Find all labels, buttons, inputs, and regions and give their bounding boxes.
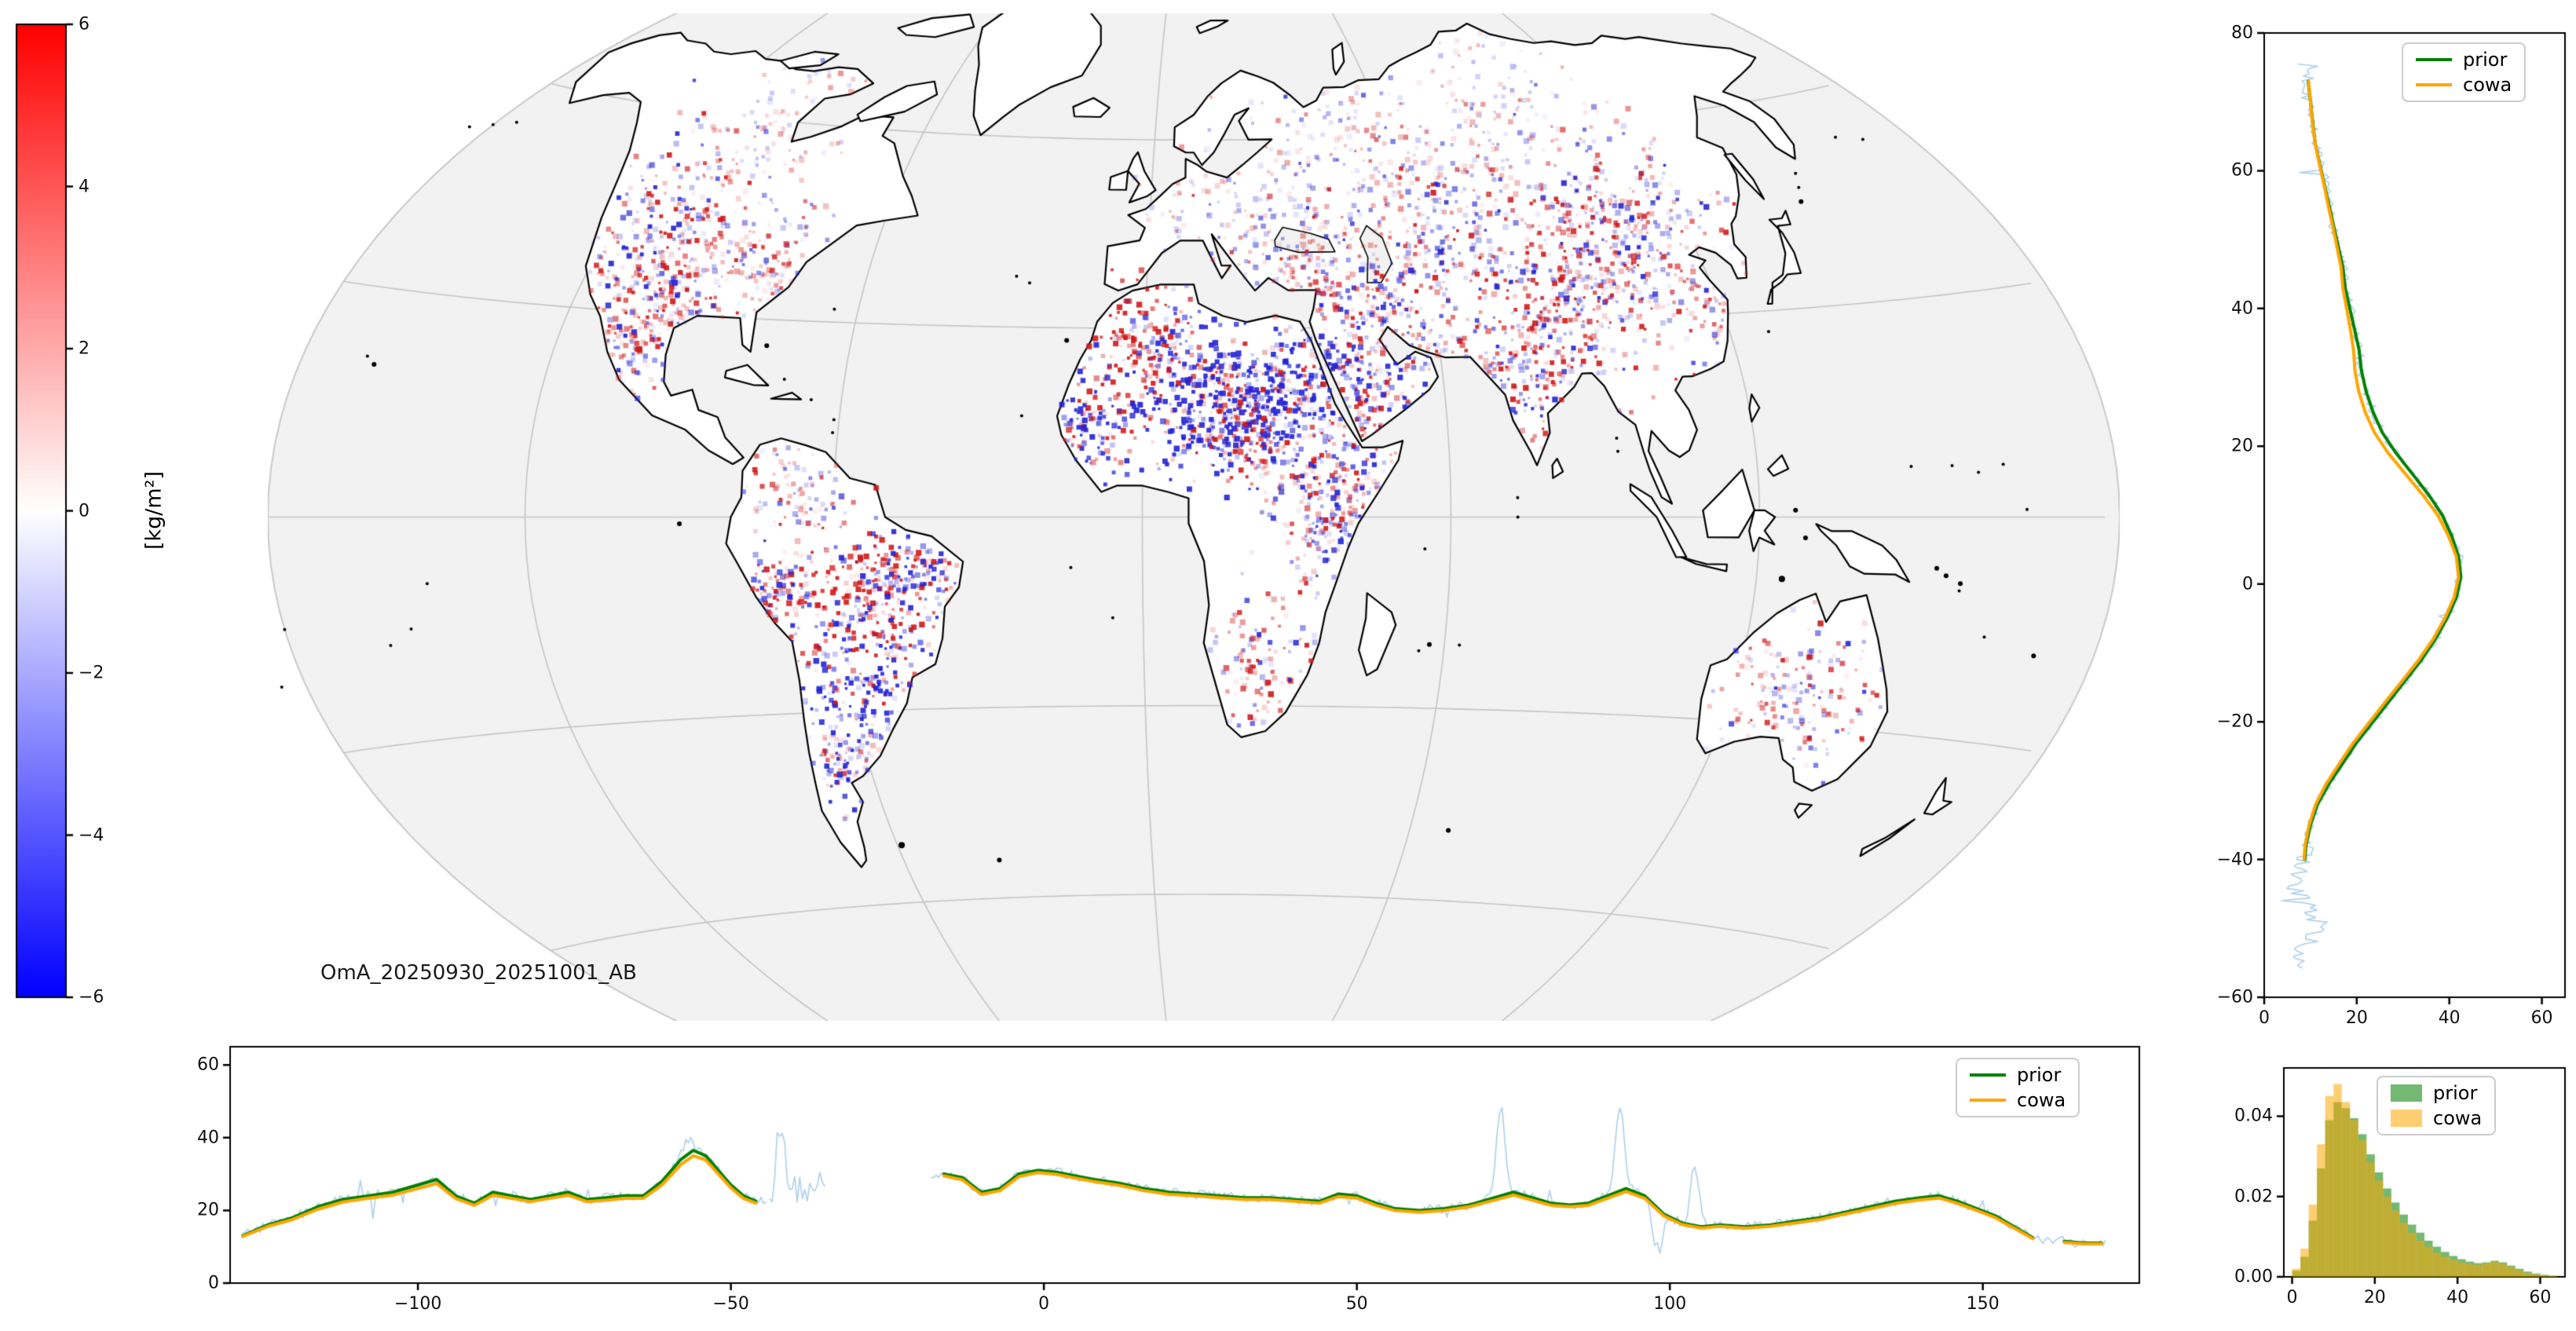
colorbar-label: [kg/m²] [141,470,166,550]
prior-patch-swatch [2391,1084,2422,1102]
cowa-patch-swatch [2391,1110,2422,1127]
cowa-line-swatch [1970,1099,2006,1102]
map-annotation: OmA_20250930_20251001_AB [320,961,637,985]
legend-label-prior: prior [2433,1082,2478,1104]
legend-label-cowa: cowa [2433,1107,2483,1129]
legend-entry-cowa: cowa [2391,1109,2482,1128]
prior-line-swatch [1970,1073,2006,1077]
legend-entry-prior: prior [2391,1084,2482,1102]
legend-label-cowa: cowa [2017,1089,2066,1111]
legend-entry-cowa: cowa [1970,1091,2066,1110]
legend-label-prior: prior [2017,1064,2062,1086]
cowa-line-swatch [2416,83,2452,86]
legend-histogram: prior cowa [2377,1076,2497,1135]
legend-lat-profile: prior cowa [2402,42,2527,102]
legend-entry-prior: prior [1970,1066,2066,1084]
legend-entry-prior: prior [2416,50,2512,69]
prior-line-swatch [2416,58,2452,61]
legend-entry-cowa: cowa [2416,75,2512,94]
legend-label-prior: prior [2463,49,2508,71]
legend-lon-profile: prior cowa [1956,1058,2080,1117]
legend-label-cowa: cowa [2463,74,2512,96]
